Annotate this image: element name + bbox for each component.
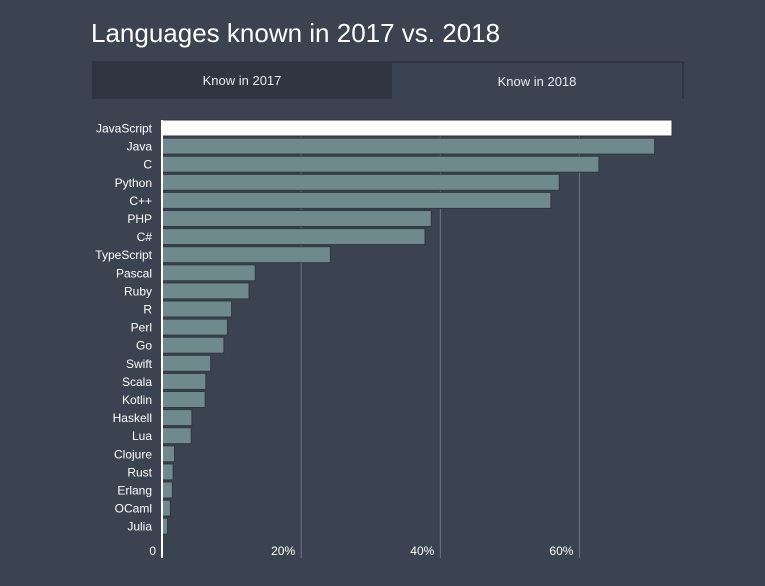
category-label: C# (137, 230, 153, 244)
category-label: JavaScript (96, 122, 153, 136)
category-label: PHP (127, 212, 152, 226)
bar-clojure (161, 445, 176, 463)
x-tick-label: 0 (149, 544, 156, 558)
bar-haskell (161, 409, 193, 427)
bar-ocaml (161, 499, 171, 517)
category-label: OCaml (115, 502, 152, 516)
category-label: Pascal (116, 266, 152, 280)
category-label: C++ (129, 194, 152, 208)
bar-perl (161, 318, 228, 336)
bar-javascript (161, 119, 673, 137)
bar-go (161, 336, 225, 354)
bar-r (161, 300, 233, 318)
x-tick-label: 20% (271, 544, 295, 558)
x-tick-label: 40% (410, 544, 434, 558)
bar-erlang (161, 481, 173, 499)
bar-python (161, 173, 560, 191)
bar-scala (161, 372, 207, 390)
bar-c- (161, 191, 552, 209)
bar-lua (161, 427, 192, 445)
bar-pascal (161, 264, 256, 282)
bar-java (161, 137, 656, 155)
bar-c- (161, 228, 426, 246)
category-label: Erlang (117, 484, 152, 498)
bar-rust (161, 463, 174, 481)
category-label: Ruby (124, 284, 152, 298)
year-tabs: Know in 2017 Know in 2018 (92, 61, 684, 99)
category-label: Clojure (114, 447, 152, 461)
category-label: Python (115, 176, 152, 190)
x-tick-label: 60% (549, 544, 573, 558)
category-label: Kotlin (122, 393, 152, 407)
category-label: Haskell (113, 411, 152, 425)
bar-c (161, 155, 600, 173)
category-label: Julia (127, 520, 152, 534)
category-label: TypeScript (95, 248, 152, 262)
category-label: Java (127, 140, 153, 154)
chart-title: Languages known in 2017 vs. 2018 (91, 18, 501, 48)
bar-kotlin (161, 391, 206, 408)
category-label: C (143, 158, 152, 172)
tab-know-in-2017[interactable]: Know in 2017 (92, 61, 392, 99)
bar-php (161, 210, 432, 227)
category-label: Swift (126, 357, 153, 371)
category-label: Perl (131, 321, 152, 335)
category-label: Lua (132, 429, 152, 443)
category-label: Scala (122, 375, 152, 389)
category-label: Go (136, 339, 152, 353)
bar-typescript (161, 246, 331, 264)
category-label: R (143, 303, 152, 317)
category-label: Rust (127, 465, 152, 479)
bar-ruby (161, 282, 250, 300)
bar-swift (161, 354, 212, 372)
tab-know-in-2018[interactable]: Know in 2018 (392, 61, 684, 99)
